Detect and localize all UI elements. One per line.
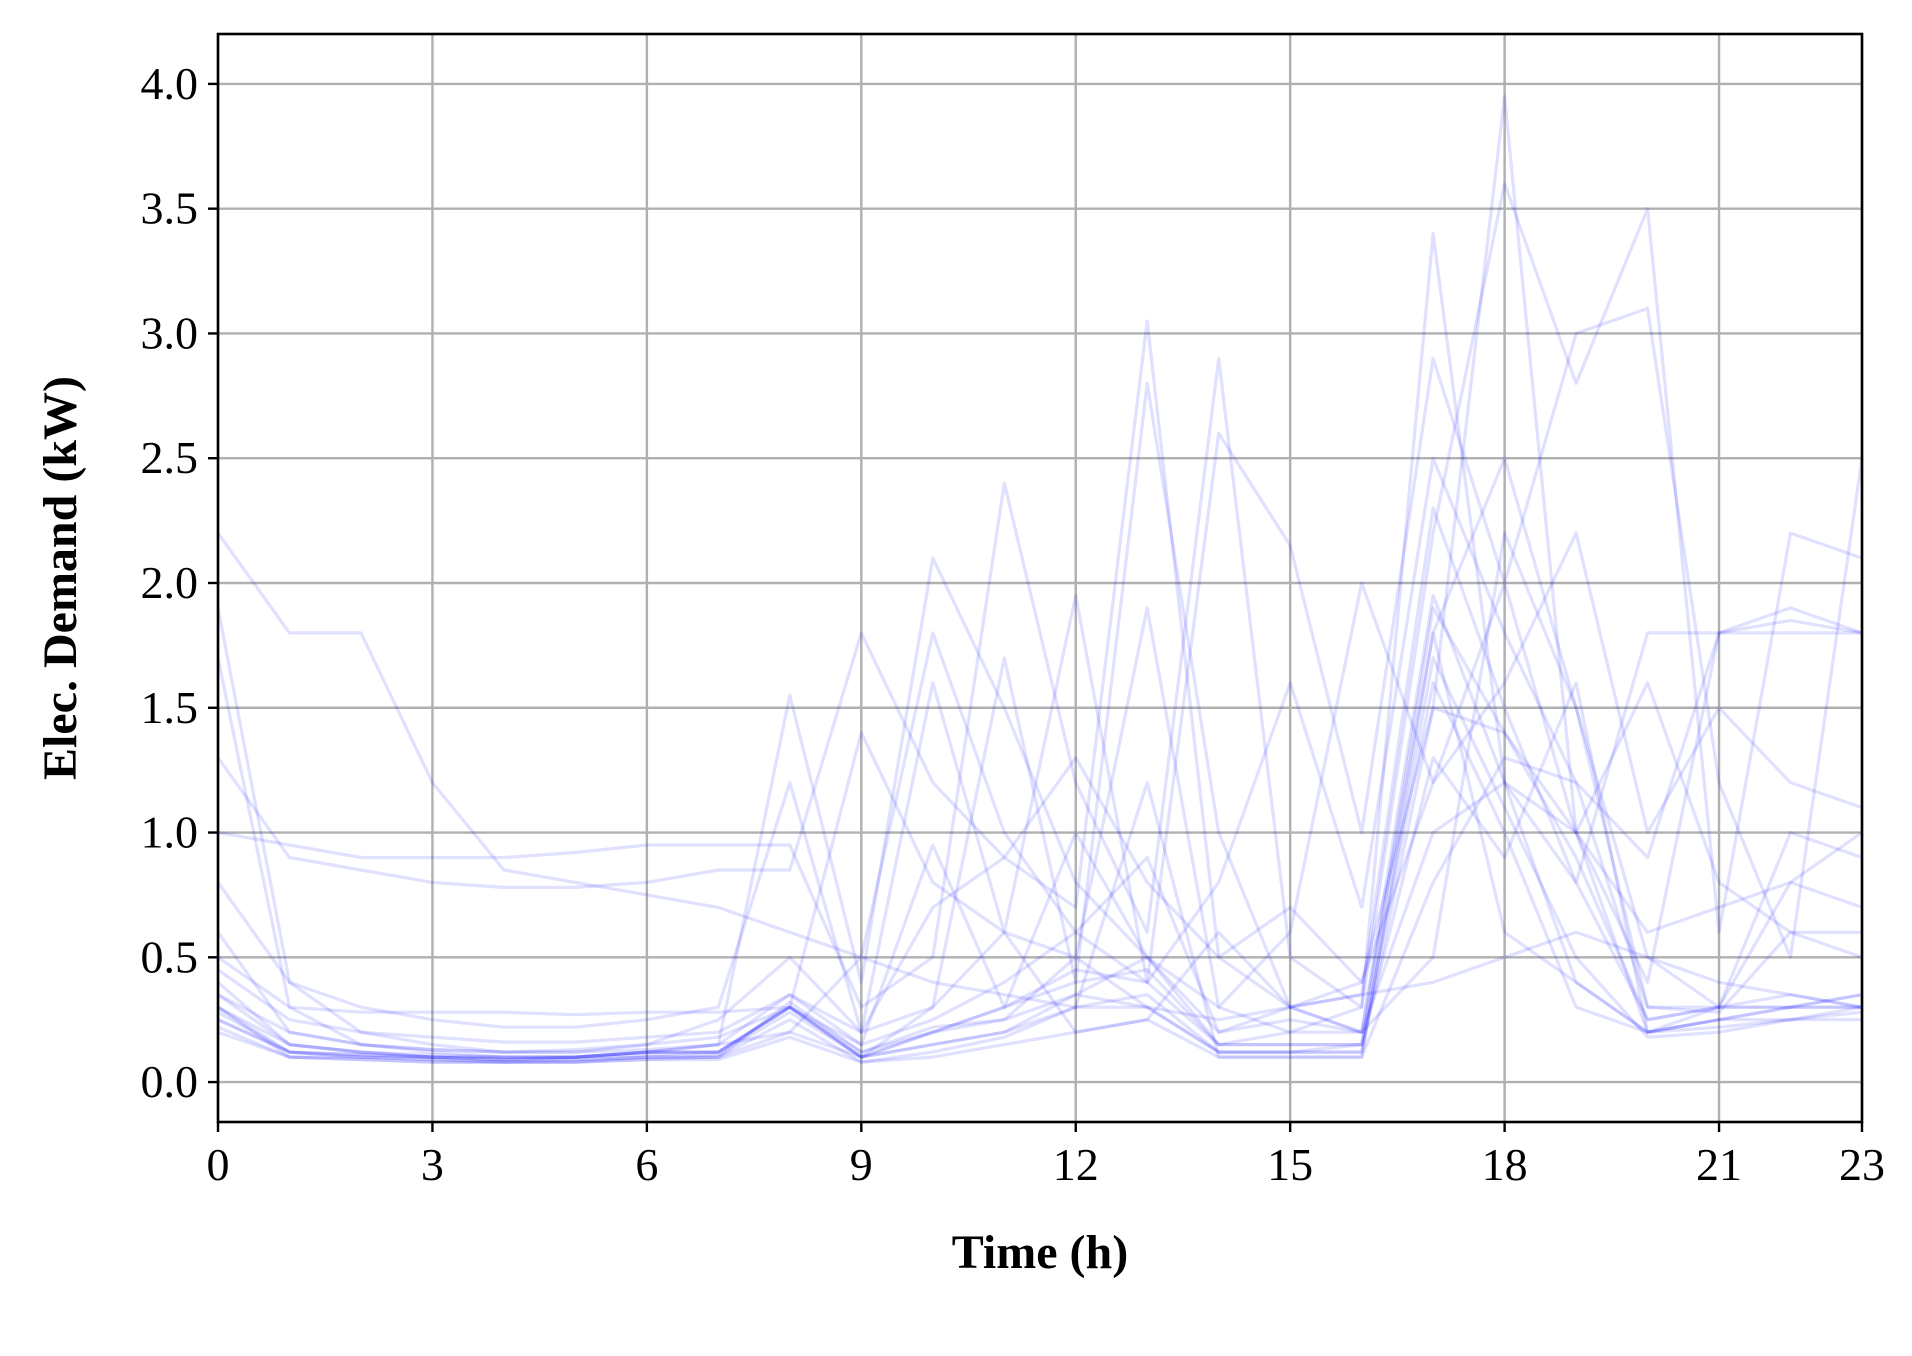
series-line-6 <box>217 531 1863 1017</box>
series-line-14 <box>217 706 1863 1054</box>
series-line-15 <box>217 656 1863 1062</box>
x-tick-label-12: 12 <box>1053 1139 1099 1190</box>
tick-layer: 0 3 6 9 12 15 18 21 23 0.0 0.5 1.0 1.5 2.0 2.5 3.0 3.5 4.… <box>141 58 1886 1190</box>
x-tick-label-18: 18 <box>1482 1139 1528 1190</box>
y-tick-label-0: 0.0 <box>141 1056 199 1107</box>
grid-layer <box>216 34 1864 1122</box>
series-line-11 <box>217 631 1862 1064</box>
series-line-13 <box>216 456 1863 1054</box>
y-tick-label-3: 1.5 <box>141 682 199 733</box>
x-tick-label-15: 15 <box>1267 1139 1313 1190</box>
y-tick-label-1: 0.5 <box>141 931 199 982</box>
y-axis-title: Elec. Demand (kW) <box>34 376 87 780</box>
y-tick-label-6: 3.0 <box>141 307 199 358</box>
series-line-5 <box>216 381 1863 1054</box>
series-line-7 <box>216 593 1863 1059</box>
series-line-10 <box>217 780 1863 1062</box>
series-line-3 <box>217 182 1863 1009</box>
series-line-8 <box>217 681 1862 1062</box>
series-line-4 <box>216 306 1864 1034</box>
series-line-2 <box>216 94 1862 1009</box>
plot-frame <box>216 32 1864 1124</box>
series-line-0 <box>216 532 1863 1022</box>
series-line-19 <box>217 606 1862 1059</box>
series-line-18 <box>217 506 1863 1059</box>
y-tick-label-2: 1.0 <box>141 807 199 858</box>
x-axis-title: Time (h) <box>952 1226 1128 1279</box>
series-line-17 <box>217 581 1863 1044</box>
x-tick-label-3: 3 <box>421 1139 444 1190</box>
y-tick-label-5: 2.5 <box>141 432 199 483</box>
series-layer <box>216 94 1864 1064</box>
x-tick-label-0: 0 <box>207 1139 230 1190</box>
y-tick-label-7: 3.5 <box>141 183 199 234</box>
series-line-16 <box>217 756 1862 1064</box>
series-line-9 <box>217 681 1863 1064</box>
x-tick-label-23: 23 <box>1839 1139 1885 1190</box>
series-line-1 <box>216 232 1863 1059</box>
y-tick-label-8: 4.0 <box>141 58 199 109</box>
x-tick-label-6: 6 <box>635 1139 658 1190</box>
x-tick-label-9: 9 <box>850 1139 873 1190</box>
y-tick-label-4: 2.0 <box>141 557 199 608</box>
x-tick-label-21: 21 <box>1696 1139 1742 1190</box>
series-line-12 <box>217 531 1863 1064</box>
